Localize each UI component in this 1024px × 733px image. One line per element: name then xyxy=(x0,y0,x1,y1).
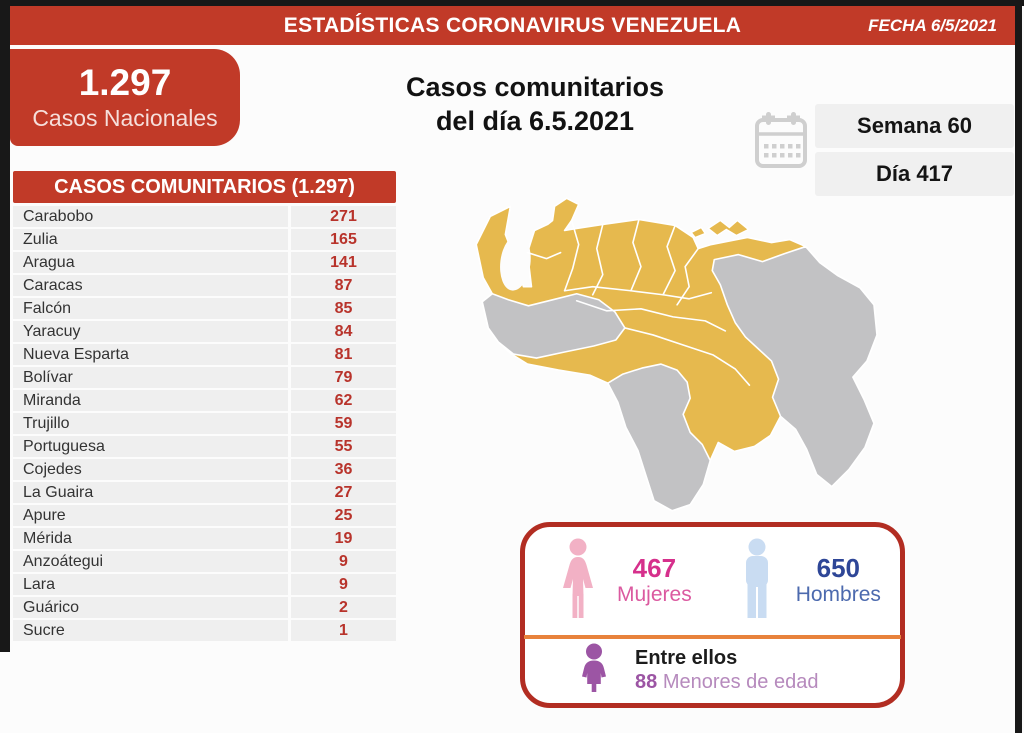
table-row: Sucre 1 xyxy=(13,620,396,641)
national-cases-label: Casos Nacionales xyxy=(32,105,218,131)
table-row: Falcón 85 xyxy=(13,298,396,319)
table-row: Yaracuy 84 xyxy=(13,321,396,342)
state-name: Carabobo xyxy=(13,206,288,227)
state-cases-value: 271 xyxy=(291,206,396,227)
frame-edge-left xyxy=(0,0,10,652)
page-title: Casos comunitarios del día 6.5.2021 xyxy=(315,70,755,138)
state-name: Caracas xyxy=(13,275,288,296)
women-count: 467 xyxy=(632,553,677,583)
state-cases-value: 1 xyxy=(291,620,396,641)
men-group: 650 Hombres xyxy=(734,538,881,625)
frame-edge-right xyxy=(1015,0,1022,733)
table-row: Guárico 2 xyxy=(13,597,396,618)
state-name: Zulia xyxy=(13,229,288,250)
table-row: Zulia 165 xyxy=(13,229,396,250)
minors-line: 88 Menores de edad xyxy=(635,670,818,694)
table-row: Carabobo 271 xyxy=(13,206,396,227)
table-row: Nueva Esparta 81 xyxy=(13,344,396,365)
week-badge: Semana 60 xyxy=(815,104,1014,148)
orange-divider xyxy=(524,635,901,639)
table-row: La Guaira 27 xyxy=(13,482,396,503)
state-name: Falcón xyxy=(13,298,288,319)
state-name: Mérida xyxy=(13,528,288,549)
banner-title: ESTADÍSTICAS CORONAVIRUS VENEZUELA xyxy=(283,13,742,37)
venezuela-map xyxy=(426,182,878,514)
minors-label: Menores de edad xyxy=(662,671,819,693)
state-cases-value: 59 xyxy=(291,413,396,434)
male-icon xyxy=(734,538,780,625)
minors-row: Entre ellos 88 Menores de edad xyxy=(525,639,900,701)
state-cases-value: 2 xyxy=(291,597,396,618)
page-title-line1: Casos comunitarios xyxy=(405,72,665,102)
minors-intro: Entre ellos xyxy=(635,647,738,669)
table-row: Anzoátegui 9 xyxy=(13,551,396,572)
state-name: Guárico xyxy=(13,597,288,618)
state-name: Aragua xyxy=(13,252,288,273)
women-group: 467 Mujeres xyxy=(555,538,692,625)
day-badge: Día 417 xyxy=(815,152,1014,196)
cases-table-header: CASOS COMUNITARIOS (1.297) xyxy=(13,171,396,203)
table-row: Trujillo 59 xyxy=(13,413,396,434)
state-cases-value: 55 xyxy=(291,436,396,457)
state-cases-value: 62 xyxy=(291,390,396,411)
table-row: Bolívar 79 xyxy=(13,367,396,388)
state-name: Portuguesa xyxy=(13,436,288,457)
table-row: Mérida 19 xyxy=(13,528,396,549)
state-name: Cojedes xyxy=(13,459,288,480)
state-cases-value: 9 xyxy=(291,551,396,572)
state-name: Yaracuy xyxy=(13,321,288,342)
banner-date: FECHA 6/5/2021 xyxy=(868,15,997,35)
child-icon xyxy=(575,643,613,698)
state-cases-value: 25 xyxy=(291,505,396,526)
state-cases-value: 19 xyxy=(291,528,396,549)
cases-table: Carabobo 271 Zulia 165 Aragua 141 Caraca… xyxy=(13,206,396,643)
state-name: Trujillo xyxy=(13,413,288,434)
national-cases-box: 1.297 Casos Nacionales xyxy=(10,49,240,146)
gender-summary-box: 467 Mujeres 650 Hombres xyxy=(520,522,905,708)
minors-count: 88 xyxy=(635,671,658,693)
state-cases-value: 27 xyxy=(291,482,396,503)
female-icon xyxy=(555,538,601,625)
national-cases-value: 1.297 xyxy=(78,62,172,103)
state-cases-value: 165 xyxy=(291,229,396,250)
top-banner: ESTADÍSTICAS CORONAVIRUS VENEZUELA FECHA… xyxy=(10,6,1015,45)
state-cases-value: 84 xyxy=(291,321,396,342)
state-name: Lara xyxy=(13,574,288,595)
state-name: Apure xyxy=(13,505,288,526)
table-row: Miranda 62 xyxy=(13,390,396,411)
page-title-line2: del día 6.5.2021 xyxy=(435,106,635,136)
men-label: Hombres xyxy=(795,583,881,606)
table-row: Aragua 141 xyxy=(13,252,396,273)
state-name: Nueva Esparta xyxy=(13,344,288,365)
state-name: Anzoátegui xyxy=(13,551,288,572)
state-cases-value: 9 xyxy=(291,574,396,595)
men-count: 650 xyxy=(816,553,860,583)
state-cases-value: 141 xyxy=(291,252,396,273)
state-name: Bolívar xyxy=(13,367,288,388)
calendar-icon xyxy=(753,110,809,172)
state-cases-value: 87 xyxy=(291,275,396,296)
table-row: Cojedes 36 xyxy=(13,459,396,480)
table-row: Caracas 87 xyxy=(13,275,396,296)
table-row: Apure 25 xyxy=(13,505,396,526)
state-name: Miranda xyxy=(13,390,288,411)
table-row: Portuguesa 55 xyxy=(13,436,396,457)
state-name: La Guaira xyxy=(13,482,288,503)
state-cases-value: 79 xyxy=(291,367,396,388)
women-label: Mujeres xyxy=(617,583,692,606)
gender-counts-row: 467 Mujeres 650 Hombres xyxy=(525,527,900,635)
state-cases-value: 36 xyxy=(291,459,396,480)
table-row: Lara 9 xyxy=(13,574,396,595)
state-cases-value: 81 xyxy=(291,344,396,365)
state-cases-value: 85 xyxy=(291,298,396,319)
state-name: Sucre xyxy=(13,620,288,641)
frame-edge-top xyxy=(0,0,1024,6)
